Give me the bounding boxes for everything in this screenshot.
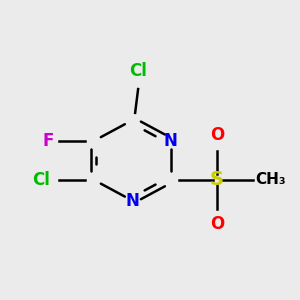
Text: CH₃: CH₃ xyxy=(255,172,286,187)
Text: S: S xyxy=(210,170,224,189)
Text: Cl: Cl xyxy=(33,171,50,189)
Text: O: O xyxy=(210,126,224,144)
Text: N: N xyxy=(164,132,178,150)
Text: N: N xyxy=(125,191,139,209)
Text: O: O xyxy=(210,215,224,233)
Text: Cl: Cl xyxy=(129,62,147,80)
Text: F: F xyxy=(42,132,53,150)
